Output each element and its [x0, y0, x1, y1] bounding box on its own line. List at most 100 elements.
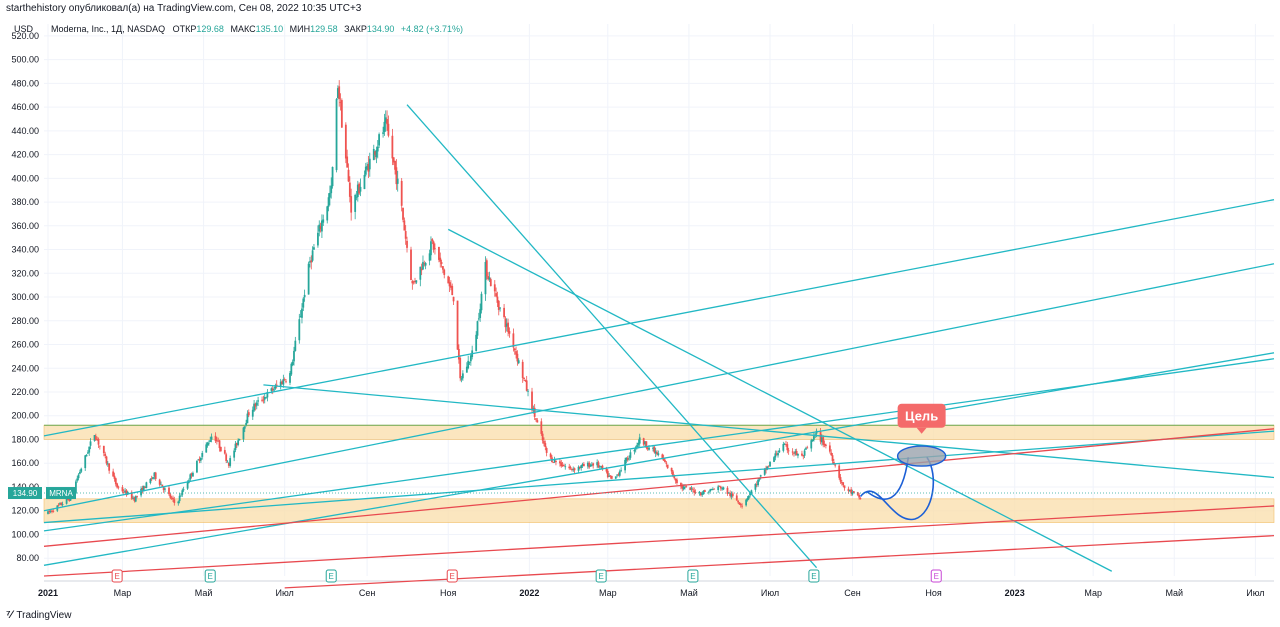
- candle-body: [468, 361, 471, 363]
- y-tick-label: 320.00: [11, 268, 39, 278]
- candle-body: [508, 331, 511, 334]
- candle-body: [513, 348, 516, 351]
- candle-body: [254, 403, 257, 407]
- candle-body: [484, 261, 487, 295]
- y-tick-label: 140.00: [11, 482, 39, 492]
- legend-close-label: ЗАКР: [344, 24, 367, 34]
- candle-body: [625, 457, 628, 461]
- candle-body: [160, 484, 162, 486]
- candle-body: [149, 478, 152, 483]
- candle-body: [161, 484, 164, 488]
- candle-body: [363, 174, 366, 190]
- y-tick-label: 100.00: [11, 529, 39, 539]
- candle-body: [378, 134, 380, 146]
- candle-body: [442, 266, 444, 270]
- candle-body: [301, 308, 303, 318]
- price-chart[interactable]: 520.00 500.00 480.00 460.00 440.00 420.00 400.…: [0, 16, 1280, 609]
- candle-body: [403, 220, 406, 231]
- candle-body: [540, 421, 543, 434]
- candle-body: [112, 471, 115, 477]
- candle-body: [673, 475, 676, 479]
- trendline: [406, 104, 818, 569]
- earnings-marker: [325, 569, 337, 583]
- candle-body: [394, 160, 396, 170]
- candle-body: [275, 384, 278, 386]
- candle-body: [681, 485, 684, 489]
- candle-body: [737, 500, 740, 503]
- candle-body: [476, 321, 479, 336]
- chart-area[interactable]: 520.00 500.00 480.00 460.00 440.00 420.00 400.…: [0, 16, 1280, 609]
- candle-body: [793, 453, 795, 455]
- candle-body: [382, 132, 384, 134]
- candle-body: [689, 487, 692, 491]
- candle-body: [589, 464, 592, 467]
- candle-body: [750, 490, 753, 495]
- candle-body: [309, 261, 311, 263]
- candle-body: [145, 482, 148, 488]
- candle-body: [206, 442, 209, 446]
- y-tick-label: 520.00: [11, 31, 39, 41]
- candle-body: [461, 373, 464, 379]
- candle-body: [104, 453, 107, 456]
- publish-line: starthehistory опубликовал(а) на Trading…: [6, 3, 362, 14]
- candle-body: [563, 465, 565, 467]
- candle-body: [654, 451, 657, 454]
- trendline: [284, 534, 1275, 589]
- candle-body: [162, 487, 165, 491]
- candle-body: [88, 446, 91, 453]
- candle-body: [440, 262, 443, 264]
- ticker-label: MRNA: [49, 489, 73, 498]
- candle-body: [596, 462, 599, 466]
- candle-body: [169, 494, 172, 498]
- trendline: [43, 430, 1275, 524]
- candle-body: [178, 495, 181, 502]
- legend-high-label: МАКС: [230, 24, 256, 34]
- candle-body: [664, 460, 666, 463]
- candle-body: [89, 441, 92, 446]
- candle-body: [235, 442, 238, 446]
- candle-body: [294, 340, 297, 351]
- candle-body: [419, 266, 422, 280]
- footer: ⁷⁄ TradingView: [6, 609, 71, 621]
- candle-body: [331, 166, 334, 187]
- candle-body: [597, 462, 600, 468]
- candle-body: [730, 494, 733, 497]
- y-tick-label: 480.00: [11, 78, 39, 88]
- candle-body: [457, 348, 460, 360]
- candle-body: [86, 452, 89, 454]
- last-price-value: 134.90: [13, 489, 38, 498]
- candle-body: [600, 466, 603, 467]
- y-tick-label: 220.00: [11, 387, 39, 397]
- target-label-pointer: [916, 427, 927, 434]
- candle-body: [67, 498, 69, 500]
- candle-body: [77, 474, 80, 479]
- candle-body: [680, 482, 682, 487]
- candle-body: [395, 167, 398, 185]
- candle-body: [326, 206, 329, 221]
- candle-body: [739, 504, 742, 506]
- y-tick-label: 300.00: [11, 292, 39, 302]
- candle-body: [223, 450, 226, 454]
- candle-body: [717, 486, 720, 490]
- candle-body: [617, 474, 620, 476]
- candle-body: [339, 102, 342, 104]
- candle-body: [274, 385, 277, 389]
- candle-body: [477, 318, 480, 320]
- candle-body: [578, 466, 581, 468]
- candle-body: [79, 471, 81, 474]
- candle-body: [271, 388, 274, 391]
- candle-body: [590, 464, 593, 466]
- candle-body: [847, 488, 850, 492]
- candle-body: [396, 178, 399, 184]
- candle-body: [285, 381, 287, 383]
- candle-body: [420, 268, 423, 271]
- candle-body: [852, 491, 855, 493]
- candle-body: [839, 477, 842, 482]
- candle-body: [172, 497, 174, 500]
- candle-body: [777, 453, 779, 456]
- x-tick-label: 2023: [1005, 588, 1025, 598]
- y-tick-label: 160.00: [11, 458, 39, 468]
- candle-body: [614, 476, 617, 479]
- candle-body: [76, 478, 79, 481]
- candle-body: [387, 123, 390, 136]
